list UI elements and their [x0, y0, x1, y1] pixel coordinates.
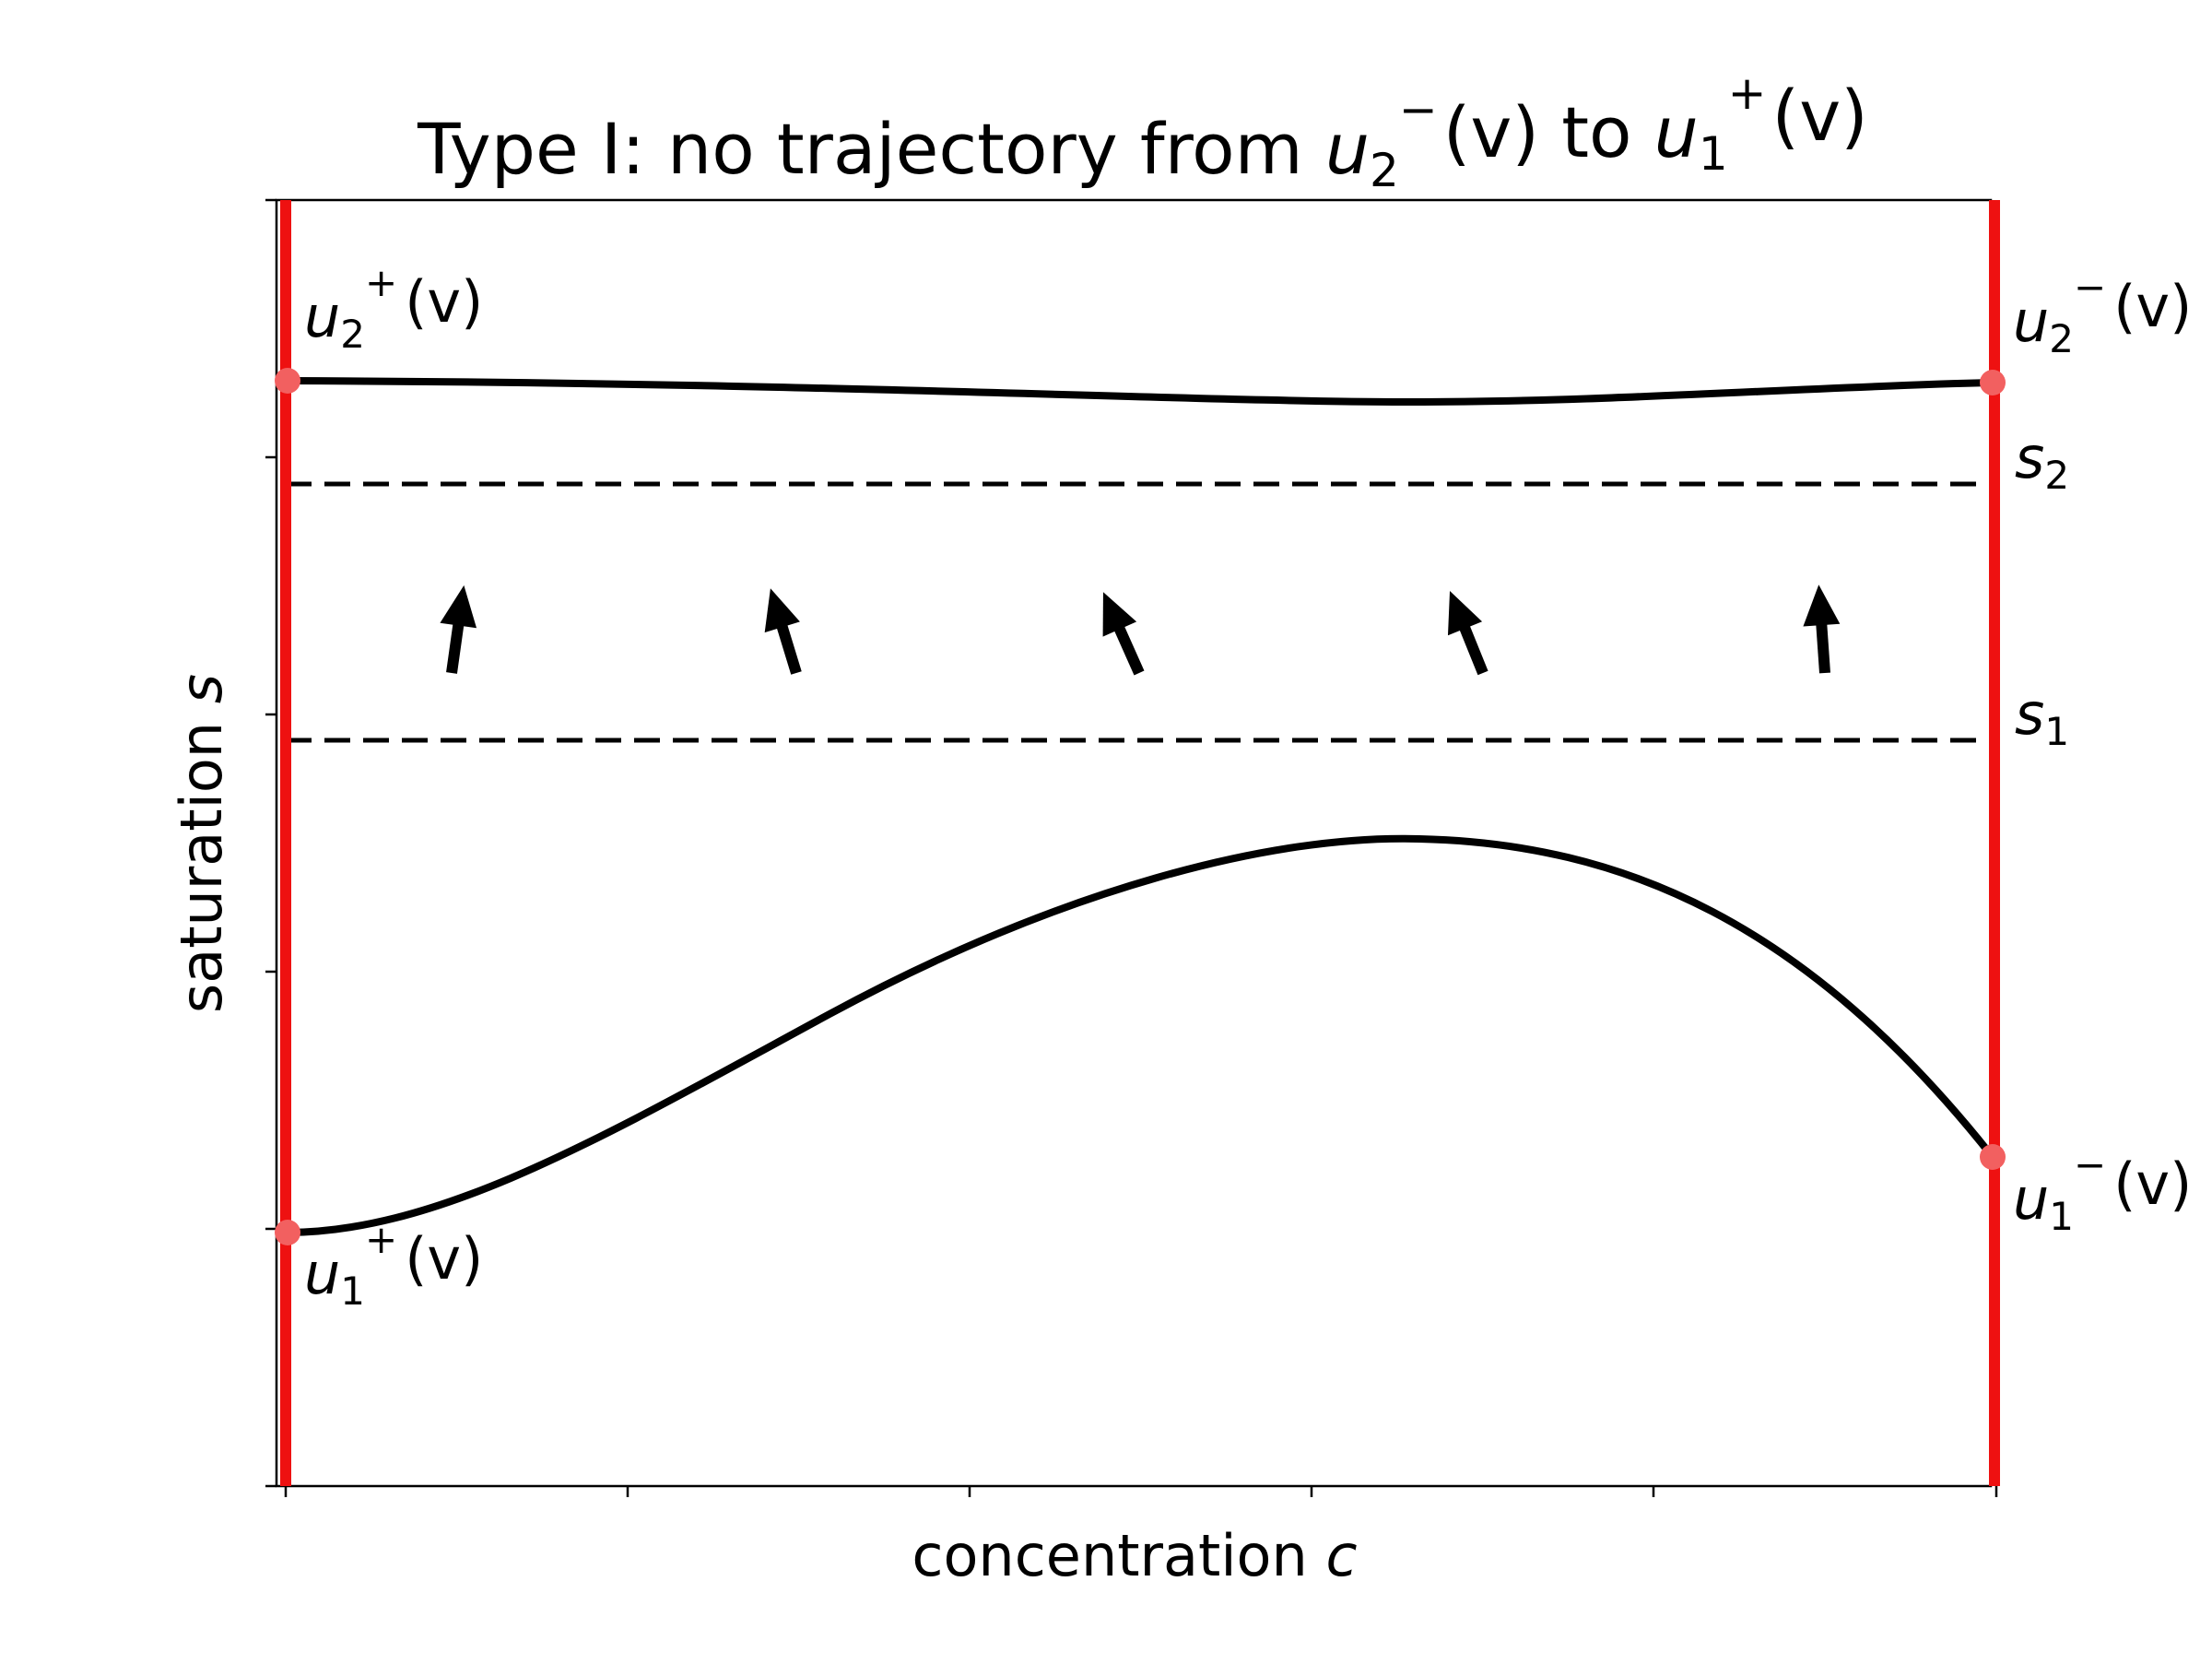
- u2-minus-label: u2− (v): [2013, 265, 2192, 361]
- u2-plus-label: u2+ (v): [304, 260, 483, 357]
- diagram-title: Type I: no trajectory from u2−(v) to u1+…: [417, 66, 1868, 197]
- s1-label: s1: [2015, 680, 2069, 754]
- upper-trajectory: [285, 377, 1994, 407]
- flow-arrow: [440, 584, 477, 674]
- x-ticks: [284, 1486, 1998, 1497]
- u2-plus-point: [275, 368, 300, 394]
- flow-arrow: [764, 588, 802, 675]
- s2-label: s2: [2015, 424, 2069, 498]
- u1-minus-label: u1− (v): [2013, 1142, 2192, 1239]
- flow-arrow: [1803, 584, 1841, 674]
- flow-arrow: [1102, 592, 1145, 676]
- u1-minus-point: [1980, 1144, 2006, 1170]
- y-ticks: [265, 198, 276, 1488]
- u1-plus-label: u1+ (v): [304, 1217, 483, 1314]
- u1-plus-point: [275, 1220, 300, 1245]
- lower-trajectory: [285, 834, 1996, 1236]
- x-axis-label: concentration c: [912, 1522, 1357, 1589]
- flow-arrow: [1447, 590, 1488, 676]
- flow-arrows: [440, 584, 1841, 676]
- u2-minus-point: [1980, 370, 2006, 395]
- y-axis-label: saturation s: [168, 674, 235, 1013]
